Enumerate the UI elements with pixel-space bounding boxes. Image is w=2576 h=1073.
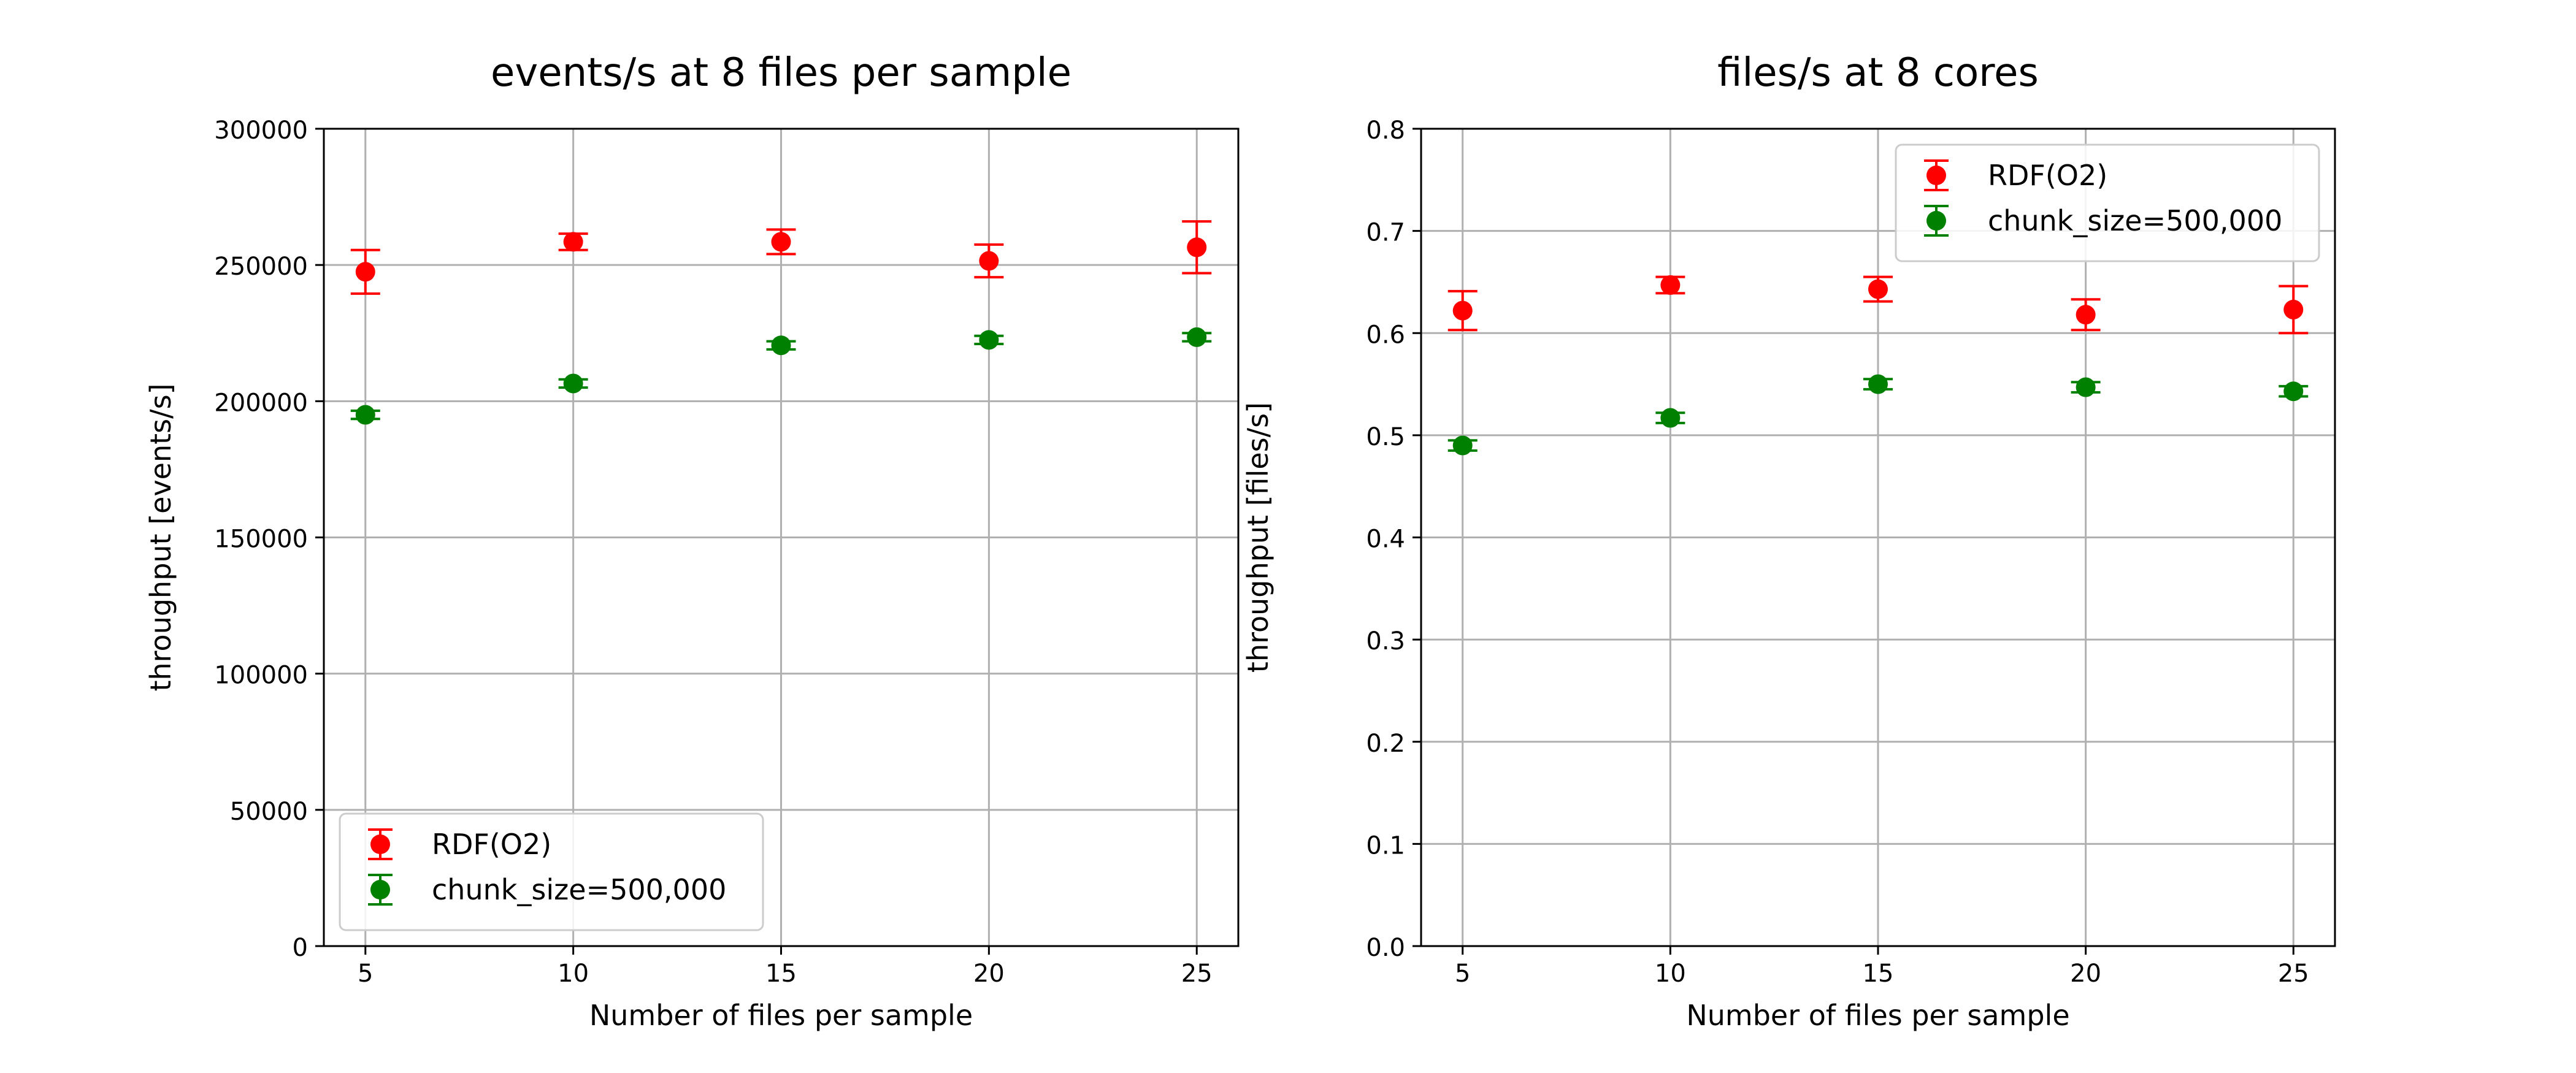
x-tick-label: 15 bbox=[765, 960, 797, 988]
legend-marker bbox=[1926, 211, 1946, 231]
y-tick-label: 0.5 bbox=[1366, 423, 1405, 451]
x-tick-label: 20 bbox=[2070, 960, 2101, 988]
y-tick-label: 250000 bbox=[214, 253, 308, 281]
y-tick-label: 0.6 bbox=[1366, 321, 1405, 349]
y-tick-label: 0.1 bbox=[1366, 831, 1405, 860]
y-tick-label: 50000 bbox=[230, 798, 308, 826]
data-point bbox=[1187, 327, 1207, 347]
data-point bbox=[1452, 435, 1473, 456]
y-tick-label: 0.0 bbox=[1366, 934, 1405, 962]
y-ticks: 0.0 0.1 0.2 0.3 0.4 0.5 0.6 0.7 0.8 bbox=[1366, 116, 1421, 962]
x-tick-label: 5 bbox=[1455, 960, 1470, 988]
x-tick-label: 10 bbox=[1655, 960, 1686, 988]
data-point bbox=[1452, 300, 1473, 321]
data-point bbox=[2076, 305, 2096, 325]
data-point bbox=[1660, 408, 1681, 428]
y-ticks: 0 50000 100000 150000 200000 250000 300000 bbox=[214, 116, 324, 962]
x-axis-label: Number of files per sample bbox=[589, 999, 973, 1032]
legend-marker bbox=[1926, 166, 1946, 185]
y-tick-label: 0 bbox=[293, 934, 308, 962]
legend: RDF(O2) chunk_size=500,000 bbox=[339, 812, 764, 931]
x-tick-label: 10 bbox=[558, 960, 589, 988]
y-tick-label: 0.4 bbox=[1366, 525, 1405, 554]
data-point bbox=[563, 232, 583, 252]
x-tick-label: 20 bbox=[973, 960, 1005, 988]
y-tick-label: 200000 bbox=[214, 389, 308, 417]
x-tick-label: 15 bbox=[1863, 960, 1894, 988]
x-tick-label: 5 bbox=[358, 960, 373, 988]
data-point bbox=[1187, 237, 1207, 258]
chart-title: files/s at 8 cores bbox=[1717, 50, 2039, 96]
series-1 bbox=[350, 220, 1212, 295]
y-tick-label: 300000 bbox=[214, 116, 308, 145]
data-point bbox=[1660, 275, 1681, 295]
data-point bbox=[2283, 299, 2304, 319]
y-axis-label: throughput [events/s] bbox=[144, 383, 177, 691]
data-point bbox=[771, 232, 791, 252]
chart-2: 5 10 15 20 25 0.0 0.1 0.2 0.3 0.4 0.5 0.6 0.7 0.8 file… bbox=[1241, 50, 2336, 1032]
legend-marker bbox=[370, 880, 390, 899]
chart-title: events/s at 8 files per sample bbox=[491, 50, 1071, 96]
x-axis-label: Number of files per sample bbox=[1686, 999, 2069, 1032]
y-tick-label: 0.7 bbox=[1366, 219, 1405, 247]
data-point bbox=[2283, 381, 2304, 402]
legend-label: RDF(O2) bbox=[1988, 159, 2107, 192]
data-point bbox=[771, 335, 791, 356]
x-tick-label: 25 bbox=[2278, 960, 2309, 988]
legend-label: RDF(O2) bbox=[432, 828, 551, 861]
data-point bbox=[563, 373, 583, 394]
legend-frame bbox=[339, 812, 764, 931]
x-ticks: 5 10 15 20 25 bbox=[1455, 946, 2309, 988]
data-point bbox=[1868, 374, 1888, 394]
y-tick-label: 0.2 bbox=[1366, 730, 1405, 758]
y-axis-label: throughput [files/s] bbox=[1241, 402, 1275, 673]
data-point bbox=[979, 251, 999, 271]
legend-marker bbox=[370, 834, 390, 854]
data-point bbox=[1868, 279, 1888, 299]
x-ticks: 5 10 15 20 25 bbox=[358, 946, 1213, 988]
legend: RDF(O2) chunk_size=500,000 bbox=[1895, 143, 2320, 262]
data-point bbox=[355, 405, 375, 425]
series-2 bbox=[350, 327, 1212, 425]
legend-frame bbox=[1895, 143, 2320, 262]
data-point bbox=[355, 262, 375, 282]
series-1 bbox=[1447, 275, 2309, 335]
y-tick-label: 0.3 bbox=[1366, 627, 1405, 655]
data-point bbox=[2076, 377, 2096, 397]
data-point bbox=[979, 330, 999, 350]
legend-label: chunk_size=500,000 bbox=[1988, 204, 2282, 237]
y-tick-label: 0.8 bbox=[1366, 116, 1405, 145]
series-2 bbox=[1447, 374, 2309, 456]
legend-label: chunk_size=500,000 bbox=[432, 873, 726, 906]
chart-1: 5 10 15 20 25 0 50000 100000 150000 200000 250000 3… bbox=[144, 50, 1240, 1032]
y-tick-label: 100000 bbox=[214, 662, 308, 690]
x-tick-label: 25 bbox=[1181, 960, 1213, 988]
y-tick-label: 150000 bbox=[214, 525, 308, 554]
